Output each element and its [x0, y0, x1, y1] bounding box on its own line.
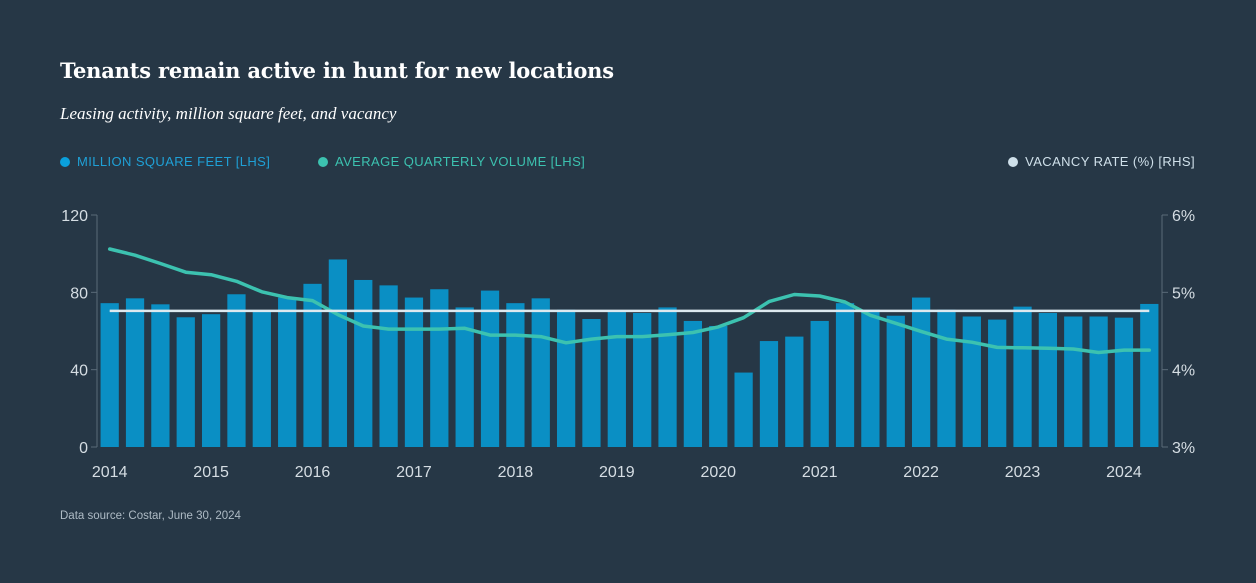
legend-dot-vacancy-rate	[1008, 156, 1019, 167]
x-tick-label: 2021	[802, 464, 838, 481]
bar-square-feet	[1140, 303, 1159, 447]
bar-square-feet	[937, 309, 956, 447]
bar-square-feet	[201, 314, 221, 447]
left-tick-label: 80	[70, 285, 88, 302]
bar-square-feet	[785, 336, 804, 447]
bar-square-feet	[531, 298, 550, 447]
x-tick-label: 2023	[1005, 464, 1041, 481]
bar-square-feet	[455, 307, 474, 447]
bar-square-feet	[658, 307, 677, 447]
bar-square-feet	[1089, 316, 1108, 447]
data-source-note: Data source: Costar, June 30, 2024	[60, 510, 241, 522]
bar-square-feet	[328, 259, 348, 447]
bar-square-feet	[886, 315, 905, 447]
bar-square-feet	[303, 283, 322, 447]
x-tick-label: 2020	[700, 464, 736, 481]
bar-square-feet	[252, 311, 271, 447]
bar-square-feet	[379, 285, 398, 447]
bar-square-feet	[278, 297, 297, 447]
x-tick-label: 2022	[903, 464, 939, 481]
legend-label-vacancy-rate: VACANCY RATE (%) [RHS]	[1025, 154, 1195, 169]
right-tick-label: 6%	[1172, 208, 1195, 225]
left-tick-label: 0	[79, 440, 88, 457]
bar-square-feet	[607, 312, 626, 447]
x-tick-label: 2019	[599, 464, 635, 481]
legend-label-square-feet: MILLION SQUARE FEET [LHS]	[77, 154, 271, 169]
legend-label-average-volume: AVERAGE QUARTERLY VOLUME [LHS]	[335, 154, 586, 169]
x-tick-label: 2015	[193, 464, 229, 481]
bar-square-feet	[861, 309, 880, 447]
right-tick-label: 3%	[1172, 440, 1195, 457]
bar-square-feet	[683, 320, 703, 447]
x-tick-label: 2018	[498, 464, 534, 481]
bar-square-feet	[1038, 313, 1058, 447]
x-tick-label: 2017	[396, 464, 432, 481]
legend-item-square-feet: MILLION SQUARE FEET [LHS]	[60, 154, 270, 169]
legend-item-vacancy-rate: VACANCY RATE (%) [RHS]	[1008, 154, 1195, 169]
bar-square-feet	[759, 341, 779, 447]
x-tick-label: 2024	[1106, 464, 1142, 481]
bar-square-feet	[633, 313, 652, 447]
bar-square-feet	[151, 304, 170, 447]
chart-subtitle: Leasing activity, million square feet, a…	[60, 104, 397, 123]
bar-square-feet	[556, 309, 576, 447]
left-tick-label: 120	[61, 208, 88, 225]
legend-item-average-volume: AVERAGE QUARTERLY VOLUME [LHS]	[318, 154, 585, 169]
bar-square-feet	[480, 290, 500, 447]
bar-square-feet	[582, 319, 601, 447]
bar-square-feet	[100, 303, 119, 447]
legend-dot-average-volume	[318, 156, 328, 167]
x-tick-label: 2014	[92, 464, 128, 481]
right-tick-label: 4%	[1172, 363, 1195, 380]
line-average-volume	[107, 247, 1152, 355]
bar-square-feet	[354, 279, 373, 447]
bar-square-feet	[227, 294, 246, 447]
bar-square-feet	[506, 303, 525, 447]
bar-square-feet	[1114, 317, 1134, 447]
legend-dot-square-feet	[60, 156, 70, 167]
bar-square-feet	[734, 372, 753, 447]
bar-square-feet	[404, 297, 424, 447]
bar-square-feet	[962, 316, 981, 447]
bar-square-feet	[1013, 306, 1032, 447]
bar-square-feet	[125, 298, 145, 447]
bar-square-feet	[835, 303, 855, 447]
bar-square-feet	[430, 289, 449, 447]
bar-square-feet	[709, 325, 728, 447]
bar-square-feet	[176, 317, 195, 447]
bar-square-feet	[1064, 316, 1083, 447]
chart-title: Tenants remain active in hunt for new lo…	[60, 58, 614, 83]
right-tick-label: 5%	[1172, 285, 1195, 302]
left-tick-label: 40	[70, 363, 88, 380]
bar-square-feet	[810, 320, 829, 447]
bar-square-feet	[911, 297, 931, 447]
x-tick-label: 2016	[295, 464, 331, 481]
bar-square-feet	[988, 319, 1007, 447]
